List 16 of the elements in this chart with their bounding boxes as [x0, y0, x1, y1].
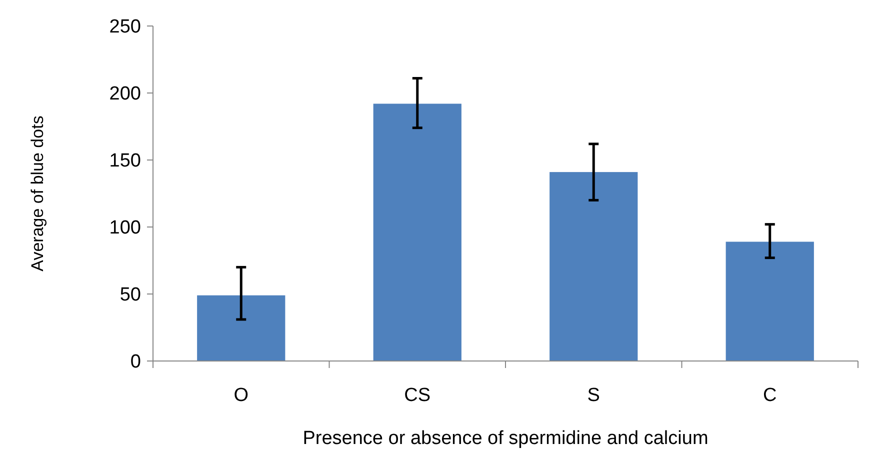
x-tick-label: S	[587, 385, 600, 406]
y-tick-label: 100	[109, 218, 141, 239]
x-axis-title: Presence or absence of spermidine and calcium	[302, 428, 708, 449]
bar	[550, 172, 638, 361]
y-axis-title: Average of blue dots	[28, 116, 47, 272]
bar	[726, 242, 814, 361]
x-tick-label: CS	[404, 385, 431, 406]
y-tick-label: 50	[120, 284, 141, 306]
y-tick-label: 0	[130, 352, 141, 373]
y-tick-label: 200	[109, 84, 141, 105]
y-tick-label: 150	[109, 150, 141, 172]
bar	[373, 104, 462, 361]
x-tick-label: O	[234, 385, 249, 406]
x-tick-label: C	[763, 385, 777, 406]
bar	[197, 295, 286, 361]
y-tick-label: 250	[109, 16, 141, 38]
